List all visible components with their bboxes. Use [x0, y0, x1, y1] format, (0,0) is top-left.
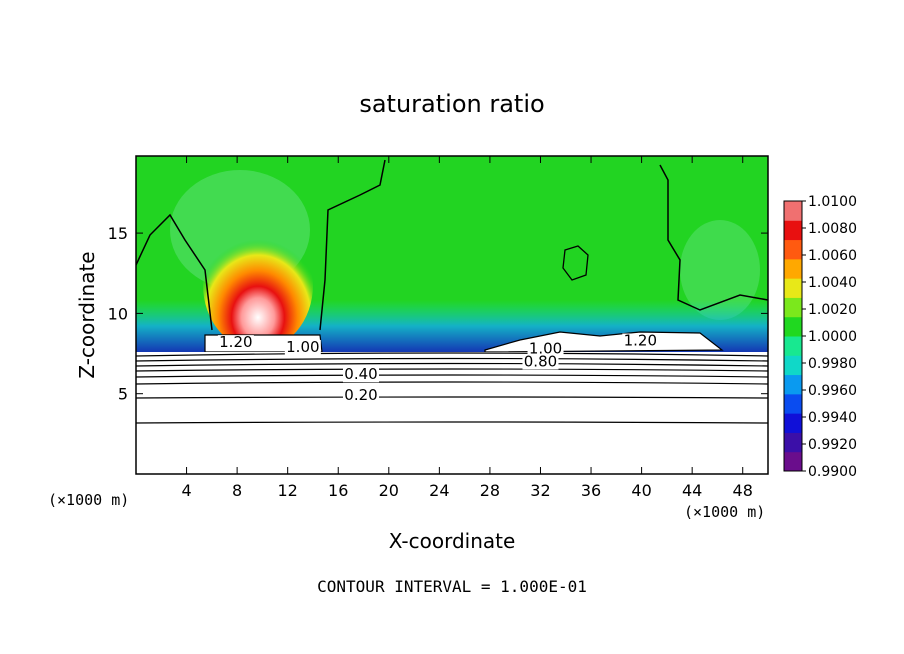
colorbar-swatch: [784, 220, 802, 241]
colorbar: 1.0100 1.0080 1.0060 1.0040 1.0020 1.0000 0.99…: [783, 194, 857, 480]
contour-label-background: [522, 354, 559, 370]
contour-label: 1.00: [286, 338, 319, 356]
contour-label-background: [527, 341, 564, 357]
x-axis-label: X-coordinate: [389, 529, 516, 553]
contour-label-background: [622, 333, 659, 349]
x-tick-label: 40: [631, 481, 651, 500]
contour-label: 1.20: [624, 332, 657, 350]
contour-label: 1.00: [529, 340, 562, 358]
contour-label: 1.20: [219, 333, 252, 351]
x-tick-label: 20: [379, 481, 399, 500]
colorbar-label: 0.9960: [808, 383, 857, 399]
x-tick-label: 44: [682, 481, 702, 500]
colorbar-swatch: [784, 393, 802, 414]
colorbar-label: 1.0040: [808, 275, 857, 291]
dry-region: [136, 352, 768, 474]
y-axis-ticks: 5 10 15: [108, 224, 768, 404]
contour-interval-note: CONTOUR INTERVAL = 1.000E-01: [317, 577, 587, 596]
contour-label-background: [342, 388, 379, 404]
contour-label-background: [342, 367, 379, 383]
x-tick-label: 12: [278, 481, 298, 500]
colorbar-swatch: [784, 316, 802, 337]
colorbar-label: 0.9980: [808, 356, 857, 372]
contour-labels: 1.20 1.000.400.201.000.801.20: [217, 332, 659, 404]
colorbar-label: 1.0020: [808, 302, 857, 318]
colorbar-swatch: [784, 297, 802, 318]
colorbar-swatch: [784, 432, 802, 453]
x-tick-label: 32: [530, 481, 550, 500]
colorbar-swatch: [784, 239, 802, 260]
colorbar-swatch: [784, 336, 802, 356]
colorbar-swatch: [784, 258, 802, 279]
x-tick-label: 8: [232, 481, 242, 500]
contour-label-background: [284, 339, 321, 355]
contour-1-00-upper: [136, 159, 768, 331]
colorbar-swatch: [784, 413, 802, 433]
x-tick-label: 28: [480, 481, 500, 500]
plot-area: 1.20 1.000.400.201.000.801.20: [136, 156, 768, 474]
chart-title: saturation ratio: [359, 90, 544, 118]
colorbar-label: 1.0060: [808, 248, 857, 264]
colorbar-swatch: [784, 278, 802, 298]
contour-closed-small: [562, 245, 589, 281]
colorbar-swatch: [784, 451, 802, 472]
contour-lines-below-cloud: [136, 352, 768, 424]
x-unit-right: (×1000 m): [684, 503, 765, 521]
contour-label-background: [217, 335, 254, 351]
colorbar-label: 0.9920: [808, 437, 857, 453]
y-tick-label: 15: [108, 224, 128, 243]
contour-label: 0.20: [344, 386, 377, 404]
colorbar-label: 1.0080: [808, 221, 857, 237]
colorbar-swatches: [784, 201, 802, 472]
plot-frame: [135, 155, 769, 475]
x-unit-left: (×1000 m): [48, 491, 129, 509]
colorbar-swatch: [784, 374, 802, 395]
x-tick-label: 4: [181, 481, 191, 500]
y-tick-label: 10: [108, 304, 128, 323]
colorbar-swatch: [784, 201, 802, 221]
x-tick-label: 16: [328, 481, 348, 500]
colorbar-label: 1.0100: [808, 194, 857, 210]
colorbar-swatch: [784, 355, 802, 376]
colorbar-label: 0.9940: [808, 410, 857, 426]
x-tick-label: 24: [429, 481, 449, 500]
x-tick-label: 36: [581, 481, 601, 500]
y-axis-label: Z-coordinate: [75, 251, 99, 378]
contour-label: 0.80: [524, 352, 557, 370]
x-axis-ticks: 4 8 12 16 20 24 28 32 36 40 44 48: [181, 156, 753, 500]
colorbar-label: 1.0000: [808, 329, 857, 345]
colorbar-label: 0.9900: [808, 464, 857, 480]
x-tick-label: 48: [733, 481, 753, 500]
plume-core: [203, 220, 313, 350]
y-tick-label: 5: [118, 385, 128, 404]
contour-label: 0.40: [344, 365, 377, 383]
colorbar-labels: 1.0100 1.0080 1.0060 1.0040 1.0020 1.0000 0.99…: [802, 194, 857, 480]
